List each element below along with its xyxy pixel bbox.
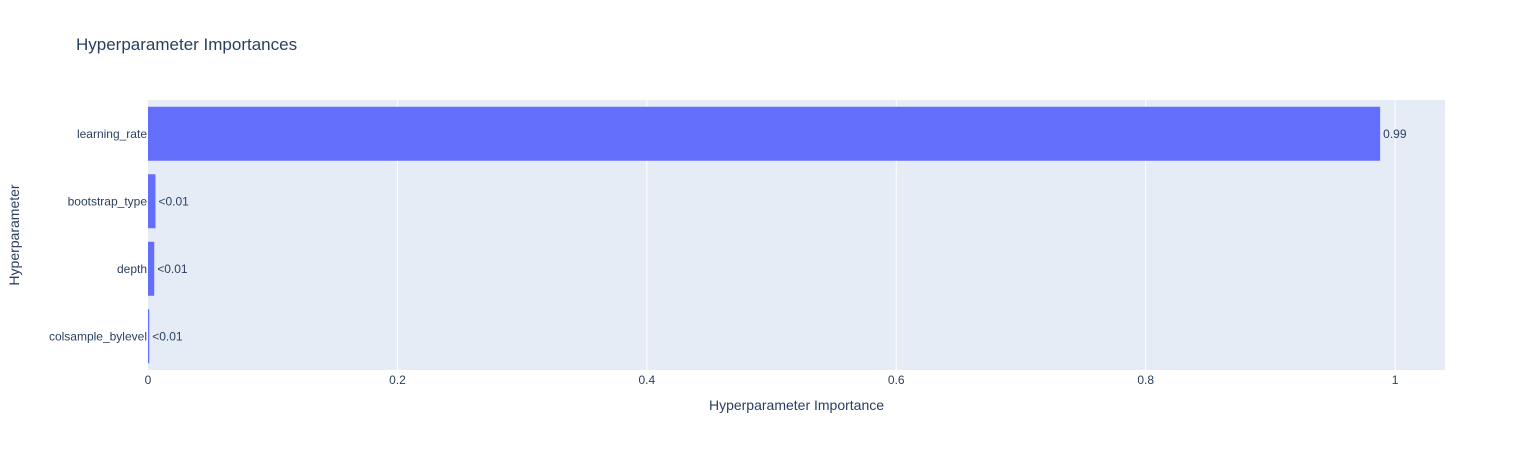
x-tick-label: 0.8 — [1137, 373, 1154, 387]
y-tick-label: depth — [117, 262, 147, 276]
y-axis-title: Hyperparameter — [6, 184, 22, 285]
bar-value-label: <0.01 — [157, 262, 188, 276]
x-axis-ticks: 0 0.2 0.4 0.6 0.8 1 — [145, 373, 1399, 387]
chart-title: Hyperparameter Importances — [76, 35, 297, 54]
x-tick-label: 0.2 — [389, 373, 406, 387]
bar — [148, 174, 156, 229]
x-tick-label: 0.6 — [888, 373, 905, 387]
bars: 0.99 <0.01 <0.01 <0.01 — [148, 106, 1407, 364]
y-tick-label: colsample_bylevel — [49, 329, 147, 343]
bar — [148, 241, 155, 296]
x-axis-title: Hyperparameter Importance — [709, 397, 884, 413]
bar-value-label: <0.01 — [152, 329, 183, 343]
bar-value-label: 0.99 — [1383, 127, 1407, 141]
bar — [148, 309, 150, 364]
bar — [148, 106, 1381, 161]
x-tick-label: 0 — [145, 373, 152, 387]
x-tick-label: 1 — [1392, 373, 1399, 387]
y-tick-label: bootstrap_type — [68, 194, 148, 208]
y-tick-label: learning_rate — [77, 127, 147, 141]
bar-value-label: <0.01 — [158, 194, 189, 208]
x-tick-label: 0.4 — [639, 373, 656, 387]
